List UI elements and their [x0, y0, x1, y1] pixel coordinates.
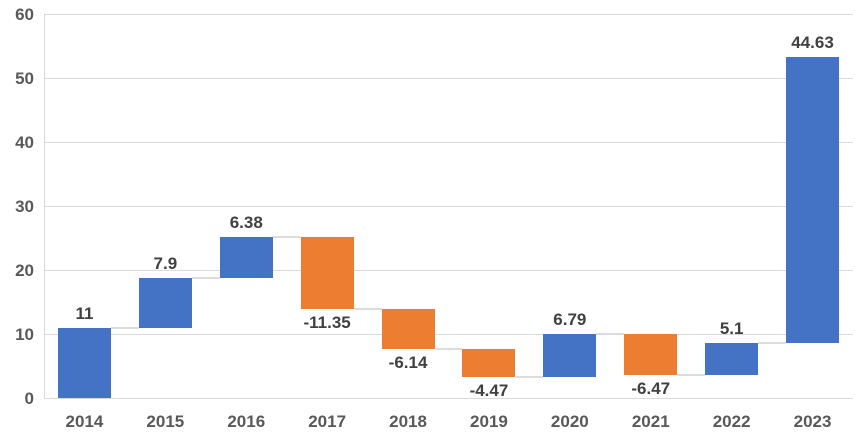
data-label: -6.14: [388, 352, 428, 372]
connector-line: [758, 341, 787, 344]
x-axis-tick-label: 2014: [65, 412, 104, 431]
gridline: [44, 398, 853, 399]
x-axis-tick-label: 2019: [470, 412, 508, 431]
y-axis-line: [44, 14, 45, 399]
x-axis-tick-label: 2018: [389, 412, 427, 431]
decrease-bar: [462, 348, 516, 378]
y-axis-tick-label: 30: [15, 196, 34, 216]
increase-bar: [705, 342, 759, 376]
increase-bar: [543, 333, 597, 378]
gridline: [44, 142, 853, 144]
connector-line: [272, 235, 301, 238]
decrease-bar: [381, 309, 435, 349]
increase-bar: [219, 236, 273, 278]
data-label: -11.35: [303, 313, 351, 333]
data-label: 6.79: [553, 309, 587, 329]
y-axis-tick-label: 40: [15, 132, 34, 152]
gridline: [44, 206, 853, 208]
x-axis-tick-label: 2015: [146, 412, 185, 431]
y-axis-tick-label: 10: [15, 324, 34, 344]
connector-line: [110, 327, 139, 330]
y-axis-tick-label: 20: [15, 260, 34, 280]
y-axis-tick-label: 60: [15, 4, 34, 24]
data-label: 44.63: [791, 33, 834, 53]
increase-bar: [57, 328, 111, 399]
data-label: -6.47: [631, 379, 671, 399]
x-axis-tick-label: 2021: [631, 412, 670, 431]
data-label: 7.9: [153, 253, 178, 273]
x-axis-tick-label: 2017: [308, 412, 347, 431]
connector-line: [596, 332, 625, 335]
gridline: [44, 270, 853, 272]
decrease-bar: [624, 333, 678, 376]
decrease-bar: [300, 236, 354, 310]
x-axis-tick-label: 2020: [550, 412, 589, 431]
connector-line: [677, 374, 706, 377]
x-axis-tick-label: 2022: [712, 412, 751, 431]
gridline: [44, 334, 853, 336]
gridline: [44, 14, 853, 16]
y-axis-tick-label: 50: [15, 68, 34, 88]
data-label: 11: [75, 304, 94, 324]
increase-bar: [138, 277, 192, 329]
data-label: 6.38: [229, 212, 263, 232]
x-axis-tick-label: 2023: [793, 412, 832, 431]
connector-line: [191, 276, 220, 279]
connector-line: [515, 376, 544, 379]
connector-line: [434, 347, 463, 350]
increase-bar: [786, 57, 840, 343]
y-axis-tick-label: 0: [24, 388, 34, 408]
x-axis-tick-label: 2016: [227, 412, 266, 431]
connector-line: [353, 308, 382, 311]
data-label: 5.1: [719, 318, 744, 338]
gridline: [44, 78, 853, 80]
data-label: -4.47: [469, 381, 509, 401]
